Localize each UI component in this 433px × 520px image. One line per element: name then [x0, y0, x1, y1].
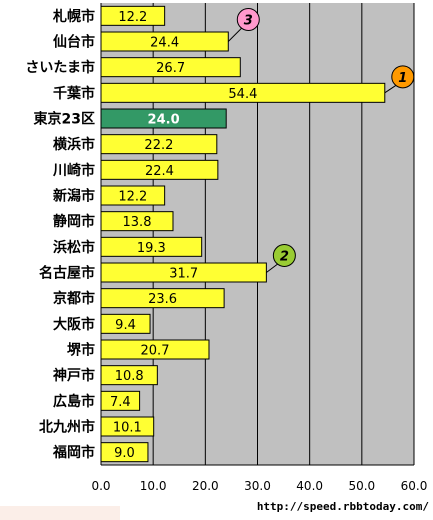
data-label: 7.4 [110, 395, 131, 410]
rank-badge-label: 1 [398, 71, 407, 86]
category-label: 神戸市 [53, 367, 95, 384]
annotation-pointer [384, 84, 398, 94]
corner-decoration [0, 506, 120, 520]
category-label: さいたま市 [25, 59, 95, 76]
rank-badge-label: 2 [280, 250, 289, 265]
category-label: 福岡市 [52, 444, 95, 461]
category-label: 広島市 [53, 393, 95, 410]
tick-label: 0.0 [91, 479, 110, 493]
data-label: 12.2 [118, 10, 147, 25]
data-label: 20.7 [141, 344, 170, 359]
tick-label: 40.0 [296, 479, 323, 493]
data-label: 22.4 [145, 164, 174, 179]
data-label: 10.1 [113, 421, 142, 436]
category-label: 川崎市 [52, 162, 95, 179]
annotation-pointer [266, 263, 279, 273]
category-label: 堺市 [67, 342, 95, 359]
data-label: 23.6 [148, 292, 177, 307]
rank-badge-label: 3 [244, 14, 253, 29]
tick-label: 20.0 [192, 479, 219, 493]
category-label: 千葉市 [53, 85, 95, 102]
data-label: 26.7 [156, 61, 185, 76]
rank-badge [272, 244, 296, 267]
category-label: 新潟市 [53, 188, 95, 205]
data-label: 12.2 [118, 190, 147, 205]
tick-label: 30.0 [244, 479, 271, 493]
source-url: http://speed.rbbtoday.com/ [256, 500, 429, 513]
category-label: 仙台市 [53, 34, 95, 51]
data-label: 31.7 [169, 267, 198, 282]
tick-label: 60.0 [401, 479, 428, 493]
rank-badge [391, 65, 415, 89]
category-label: 名古屋市 [39, 265, 95, 282]
tick-label: 10.0 [140, 479, 167, 493]
category-label: 札幌市 [52, 8, 95, 25]
tick-label: 50.0 [348, 479, 375, 493]
data-label: 10.8 [115, 369, 144, 384]
data-label: 19.3 [137, 241, 166, 256]
annotation-pointer [227, 27, 243, 42]
category-label: 京都市 [53, 290, 95, 307]
category-label: 北九州市 [39, 419, 95, 436]
data-label: 54.4 [228, 87, 257, 102]
category-label: 東京23区 [34, 111, 95, 128]
data-label: 22.2 [144, 138, 173, 153]
data-label: 9.0 [114, 446, 135, 461]
category-label: 横浜市 [53, 136, 95, 153]
data-label: 24.4 [150, 36, 179, 51]
rank-badge [236, 8, 260, 31]
data-label: 13.8 [123, 215, 152, 230]
category-label: 静岡市 [53, 213, 95, 230]
category-label: 浜松市 [53, 239, 95, 256]
data-label: 24.0 [148, 113, 180, 128]
data-label: 9.4 [115, 318, 136, 333]
category-label: 大阪市 [53, 316, 95, 333]
